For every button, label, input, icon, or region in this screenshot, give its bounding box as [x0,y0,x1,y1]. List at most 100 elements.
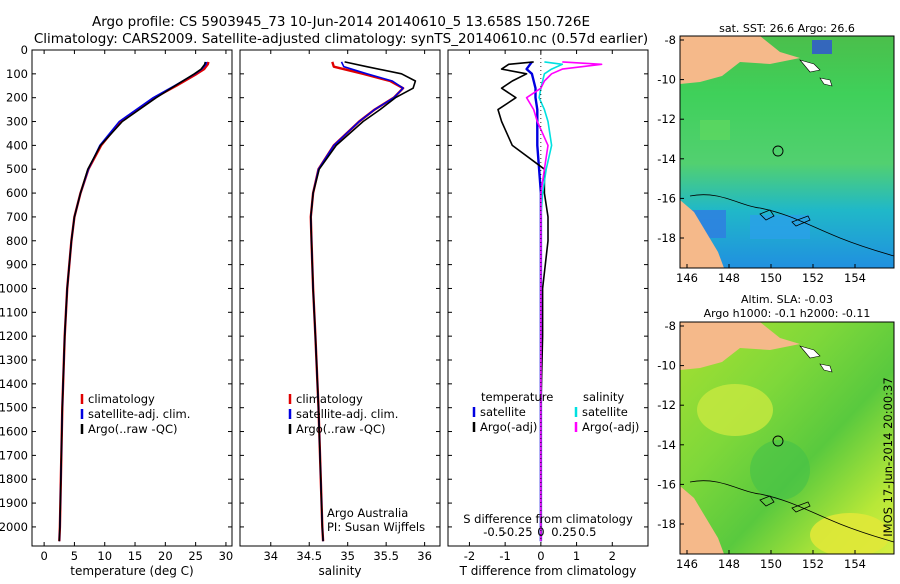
depth-tick-label: 1700 [0,448,28,462]
lon-tick-label: 148 [718,557,740,571]
legend-label: satellite-adj. clim. [88,407,190,421]
lon-tick-label: 146 [676,271,698,285]
lon-tick-label: 152 [802,557,824,571]
lat-tick-label: -18 [657,517,676,531]
credit-org: Argo Australia [327,506,408,520]
sst-map-frame [679,35,895,269]
lat-tick-label: -8 [665,33,676,47]
legend-label: satellite [480,405,526,419]
x-tick-label: 2 [609,549,616,563]
lon-tick-label: 148 [718,271,740,285]
lat-tick-label: -14 [657,438,676,452]
map-title: sat. SST: 26.6 Argo: 26.6 [719,22,855,35]
difference-panel: -2 -1 0 1 2T difference from climatology -0.5… [447,49,649,578]
x-tick-label: 25 [188,549,203,563]
s-axis-label: S difference from climatology [463,512,633,526]
x-tick-label: 0 [537,549,544,563]
s-tick-label: 0 [537,525,544,539]
lat-tick-label: -16 [657,191,676,205]
depth-tick-label: 100 [6,67,28,81]
depth-tick-label: 1900 [0,496,28,510]
lat-tick-label: -18 [657,231,676,245]
x-tick-label: 0 [40,549,47,563]
s-tick-label: -0.5 [483,525,505,539]
series-line [497,61,549,542]
depth-tick-label: 2000 [0,520,28,534]
legend-label: Argo(-adj) [480,420,537,434]
depth-tick-label: 1200 [0,329,28,343]
sst-map: sat. SST: 26.6 Argo: 26.6 146 148 150 152 154… [657,22,895,285]
lat-tick-label: -12 [657,398,676,412]
header-line-1: Argo profile: CS 5903945_73 10-Jun-2014 … [92,14,590,30]
legend-label: Argo(-adj) [582,420,639,434]
depth-tick-label: 200 [6,91,28,105]
sst-argo-location-marker [772,145,784,157]
depth-tick-label: 1100 [0,305,28,319]
header-line-2: Climatology: CARS2009. Satellite-adjuste… [34,31,648,47]
legend-label: Argo(..raw -QC) [88,422,178,436]
depth-tick-label: 1600 [0,425,28,439]
sla-land-new-guinea [680,322,800,370]
s-tick-label: 0.25 [551,525,577,539]
credit-pi: PI: Susan Wijffels [327,520,425,534]
x-tick-label: -2 [464,549,475,563]
map-subtitle: Argo h1000: -0.1 h2000: -0.11 [704,307,871,320]
x-tick-label: 10 [97,549,112,563]
legend-label: satellite [582,405,628,419]
temperature-panel: 0 5 10 15 20 25 30 temperature (deg C) climatolo… [31,49,233,578]
x-tick-label: 34.5 [296,549,322,563]
sla-argo-location-marker [772,435,784,447]
depth-tick-label: 700 [6,210,28,224]
lat-tick-label: -10 [657,359,676,373]
x-tick-label: 15 [128,549,143,563]
x-tick-label: 36 [417,549,432,563]
x-tick-label: -1 [499,549,510,563]
depth-tick-label: 0 [21,43,28,57]
legend-label: Argo(..raw -QC) [296,422,386,436]
x-tick-label: 35 [340,549,355,563]
legend-title-salinity: salinity [583,390,624,404]
sla-map-frame [679,321,895,555]
x-tick-label: 34 [263,549,278,563]
lon-tick-label: 152 [802,271,824,285]
sst-land-new-guinea [680,36,800,84]
lat-tick-label: -12 [657,112,676,126]
depth-tick-label: 300 [6,115,28,129]
depth-tick-label: 900 [6,258,28,272]
depth-tick-label: 500 [6,162,28,176]
sst-land-australia [680,200,724,268]
depth-tick-label: 800 [6,234,28,248]
sst-patches [680,36,894,268]
plot-frame [447,49,649,547]
salinity-panel: 34 34.5 35 35.5 36 salinity climatologysatelli… [239,49,441,578]
lon-tick-label: 150 [760,271,782,285]
depth-tick-label: 1500 [0,401,28,415]
depth-tick-label: 1000 [0,281,28,295]
lat-tick-label: -8 [665,319,676,333]
x-axis-label: T difference from climatology [459,564,637,578]
depth-tick-label: 400 [6,138,28,152]
x-tick-label: 1 [573,549,580,563]
lon-tick-label: 146 [676,557,698,571]
depth-tick-label: 600 [6,186,28,200]
s-tick-label: 0.5 [578,525,596,539]
lat-tick-label: -16 [657,477,676,491]
map-title: Altim. SLA: -0.03 [741,293,833,306]
series-line [309,61,417,542]
lat-tick-label: -10 [657,73,676,87]
lon-tick-label: 154 [844,557,866,571]
depth-tick-label: 1800 [0,472,28,486]
legend-label: climatology [296,392,363,406]
lat-tick-label: -14 [657,152,676,166]
sla-land-australia [680,486,724,554]
legend-label: satellite-adj. clim. [296,407,398,421]
lon-tick-label: 154 [844,271,866,285]
series-line [525,61,603,542]
legend-title-temperature: temperature [481,390,553,404]
plot-frame [239,49,441,547]
depth-tick-label: 1300 [0,353,28,367]
x-axis-label: salinity [318,564,361,578]
lon-tick-label: 150 [760,557,782,571]
